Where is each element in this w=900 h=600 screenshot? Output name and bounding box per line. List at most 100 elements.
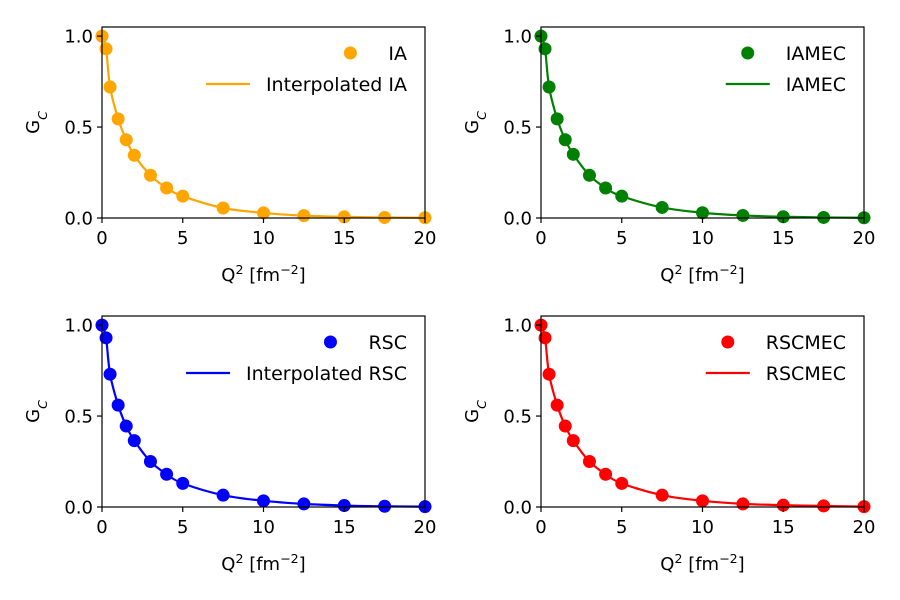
legend-label: Interpolated IA	[266, 74, 407, 96]
legend-label: Interpolated RSC	[246, 363, 407, 385]
data-point	[176, 476, 190, 490]
data-point	[143, 455, 157, 469]
y-axis-label: GC	[23, 400, 50, 423]
data-point	[817, 499, 831, 513]
y-tick-label: 1.0	[503, 316, 532, 337]
data-point	[257, 206, 270, 220]
y-tick-label: 0.0	[503, 498, 532, 519]
legend-label: RSCMEC	[766, 332, 846, 354]
x-tick-label: 0	[535, 517, 546, 538]
legend: RSCMEC RSCMEC	[705, 332, 846, 385]
data-point	[582, 455, 596, 469]
data-point	[599, 467, 613, 481]
x-tick-label: 0	[96, 517, 107, 538]
y-tick-label: 0.5	[503, 407, 532, 428]
chart-panel-3: 0 5 10 15 20 0.0 0.5 1.0 Q2 [fm−2] GC RSC Interpola…	[23, 315, 437, 575]
y-axis-label: GC	[462, 400, 489, 423]
y-tick-label: 0.0	[503, 209, 532, 230]
x-tick-label: 10	[252, 228, 275, 249]
data-point	[599, 181, 613, 195]
x-tick-label: 15	[333, 228, 356, 249]
data-point	[776, 498, 790, 512]
data-point	[103, 80, 117, 94]
data-point	[127, 148, 141, 162]
data-point	[542, 80, 556, 94]
chart-panel-1: 0 5 10 15 20 0.0 0.5 1.0 Q2 [fm−2] GC IA Interpolat…	[23, 26, 437, 287]
data-point	[127, 434, 141, 448]
data-point	[143, 168, 157, 182]
data-point	[582, 168, 596, 182]
legend: IAMEC IAMEC	[725, 43, 846, 96]
y-axis-label: GC	[462, 111, 489, 134]
y-axis-label: GC	[23, 111, 50, 134]
chart-panel-2: 0 5 10 15 20 0.0 0.5 1.0 Q2 [fm−2] GC IAMEC IAMEC	[462, 26, 876, 287]
x-tick-label: 5	[616, 228, 627, 249]
chart-panel-4: 0 5 10 15 20 0.0 0.5 1.0 Q2 [fm−2] GC RSCMEC RSCMEC	[462, 315, 876, 576]
x-tick-label: 10	[691, 228, 714, 249]
x-axis-label: Q2 [fm−2]	[660, 551, 744, 576]
data-point	[538, 42, 552, 56]
y-tick-label: 0.0	[64, 209, 93, 230]
x-tick-label: 15	[772, 517, 795, 538]
x-tick-label: 10	[691, 517, 714, 538]
data-point	[696, 494, 709, 508]
data-point	[99, 331, 113, 345]
y-tick-label: 0.5	[64, 407, 93, 428]
legend-label: IAMEC	[786, 74, 846, 96]
data-point	[297, 497, 311, 511]
data-point	[103, 367, 117, 381]
data-point	[736, 208, 750, 222]
data-point	[558, 133, 572, 147]
x-tick-label: 15	[333, 517, 356, 538]
y-tick-label: 1.0	[64, 27, 93, 48]
data-point	[297, 209, 311, 223]
y-tick-label: 0.0	[64, 498, 93, 519]
y-tick-label: 1.0	[64, 316, 93, 337]
x-tick-label: 15	[772, 228, 795, 249]
y-tick-label: 1.0	[503, 27, 532, 48]
x-tick-label: 0	[96, 228, 107, 249]
x-tick-label: 5	[177, 228, 188, 249]
data-point	[615, 476, 629, 490]
data-point	[176, 189, 190, 203]
data-point	[550, 112, 564, 126]
data-point	[99, 42, 113, 56]
data-point	[542, 367, 556, 381]
data-point	[160, 467, 174, 481]
x-tick-label: 20	[414, 228, 437, 249]
data-point	[538, 331, 552, 345]
data-point	[558, 419, 572, 433]
legend-label: IAMEC	[786, 43, 846, 65]
data-point	[111, 398, 125, 412]
data-point	[378, 499, 392, 513]
y-tick-label: 0.5	[64, 118, 93, 139]
data-point	[337, 210, 351, 224]
data-point	[160, 181, 174, 195]
x-axis-label: Q2 [fm−2]	[660, 262, 744, 287]
x-tick-label: 0	[535, 228, 546, 249]
x-tick-label: 20	[853, 228, 876, 249]
legend-marker	[721, 335, 735, 349]
data-point	[337, 499, 351, 513]
x-tick-label: 20	[853, 517, 876, 538]
data-point	[216, 488, 230, 502]
legend-label: RSC	[368, 332, 407, 354]
data-point	[119, 419, 133, 433]
y-tick-label: 0.5	[503, 118, 532, 139]
legend: IA Interpolated IA	[205, 43, 407, 96]
x-axis-label: Q2 [fm−2]	[221, 262, 305, 287]
data-point	[776, 210, 790, 224]
legend: RSC Interpolated RSC	[186, 332, 407, 385]
legend-label: IA	[388, 43, 407, 65]
data-point	[566, 434, 580, 448]
x-tick-label: 20	[414, 517, 437, 538]
data-point	[655, 200, 669, 214]
x-tick-label: 5	[616, 517, 627, 538]
series-line	[100, 35, 426, 219]
legend-label: RSCMEC	[766, 363, 846, 385]
data-point	[119, 133, 133, 147]
data-point	[696, 206, 709, 220]
x-tick-label: 5	[177, 517, 188, 538]
data-point	[615, 189, 629, 203]
